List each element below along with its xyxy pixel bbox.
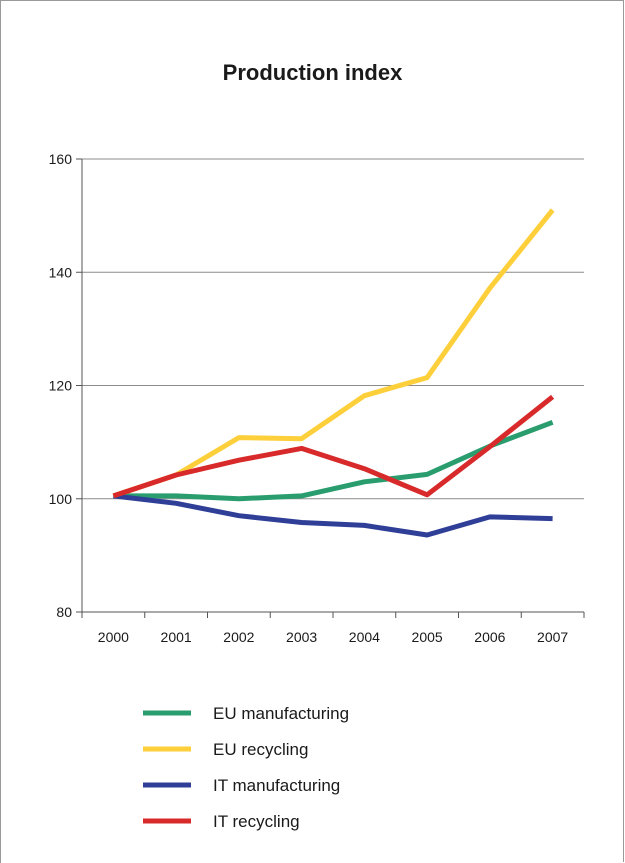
grid-lines bbox=[82, 158, 584, 500]
x-tick-labels: 2000 2001 2002 2003 2004 2005 2006 2007 bbox=[98, 629, 569, 645]
y-tick-label: 120 bbox=[49, 378, 73, 394]
x-tick-label: 2002 bbox=[223, 629, 254, 645]
legend-label-it-manufacturing: IT manufacturing bbox=[213, 776, 340, 795]
y-tick-label: 160 bbox=[49, 151, 73, 167]
series-line-eu-manufacturing bbox=[113, 419, 554, 502]
y-tick-label: 100 bbox=[49, 491, 73, 507]
series-lines bbox=[112, 208, 555, 538]
chart-frame-left-edge bbox=[0, 0, 1, 863]
series-line-eu-recycling bbox=[112, 208, 555, 499]
series-line-it-manufacturing bbox=[113, 493, 553, 538]
y-tick-label: 140 bbox=[49, 264, 73, 280]
y-tick-label: 80 bbox=[56, 604, 72, 620]
y-tick-labels: 80 100 120 140 160 bbox=[49, 151, 73, 620]
legend-label-eu-manufacturing: EU manufacturing bbox=[213, 704, 349, 723]
legend-label-eu-recycling: EU recycling bbox=[213, 740, 308, 759]
x-tick-label: 2004 bbox=[349, 629, 380, 645]
legend: EU manufacturing EU recycling IT manufactu… bbox=[143, 704, 349, 831]
legend-label-it-recycling: IT recycling bbox=[213, 812, 300, 831]
chart-title: Production index bbox=[222, 60, 403, 85]
x-tick-label: 2005 bbox=[412, 629, 443, 645]
x-tick-label: 2003 bbox=[286, 629, 317, 645]
axes bbox=[76, 158, 585, 618]
series-line-it-recycling bbox=[112, 394, 555, 499]
x-tick-label: 2000 bbox=[98, 629, 129, 645]
x-tick-label: 2001 bbox=[161, 629, 192, 645]
x-tick-label: 2006 bbox=[474, 629, 505, 645]
x-tick-label: 2007 bbox=[537, 629, 568, 645]
